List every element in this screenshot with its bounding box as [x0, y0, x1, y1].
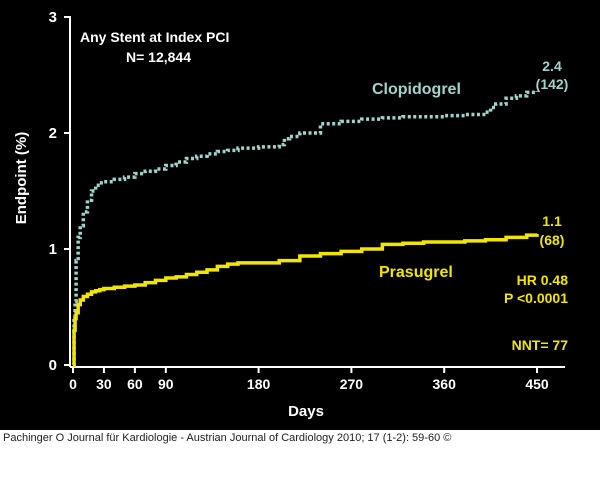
p-value: P <0.0001	[504, 290, 568, 306]
chart-subtitle: N= 12,844	[126, 49, 191, 65]
legend-clopidogrel: Clopidogrel	[372, 81, 461, 98]
x-tick-label: 0	[69, 376, 77, 392]
x-tick-label: 90	[158, 376, 174, 392]
x-tick-label: 360	[433, 376, 457, 392]
y-ticks: 0 1 2 3	[49, 9, 70, 374]
series-line-clopidogrel	[72, 90, 539, 367]
x-tick-label: 60	[127, 376, 143, 392]
legend-prasugrel: Prasugrel	[379, 264, 453, 281]
nnt-value: NNT= 77	[512, 337, 569, 353]
series-line-prasugrel	[72, 233, 539, 367]
y-tick-label: 2	[49, 125, 57, 142]
hazard-ratio: HR 0.48	[517, 272, 569, 288]
prasugrel-end-count: (68)	[540, 232, 565, 248]
clopidogrel-end-count: (142)	[536, 76, 569, 92]
source-caption: Pachinger O Journal für Kardiologie - Au…	[3, 432, 452, 444]
chart-panel: 0 1 2 3 0 30 60 90 180 270 360 450 Endpoint (%) Da…	[0, 0, 600, 430]
km-chart: 0 1 2 3 0 30 60 90 180 270 360 450 Endpoint (%) Da…	[13, 9, 569, 420]
prasugrel-end-value: 1.1	[542, 213, 562, 229]
x-tick-label: 180	[247, 376, 271, 392]
series-layer	[72, 90, 539, 367]
x-tick-label: 30	[96, 376, 112, 392]
x-axis-label: Days	[288, 403, 324, 420]
chart-title: Any Stent at Index PCI	[80, 29, 229, 45]
x-tick-label: 450	[525, 376, 549, 392]
y-tick-label: 0	[49, 357, 57, 374]
x-tick-label: 270	[340, 376, 364, 392]
y-tick-label: 3	[49, 9, 57, 26]
y-tick-label: 1	[49, 241, 57, 258]
clopidogrel-end-value: 2.4	[542, 58, 562, 74]
y-axis-label: Endpoint (%)	[13, 132, 30, 224]
x-ticks: 0 30 60 90 180 270 360 450	[69, 367, 549, 392]
